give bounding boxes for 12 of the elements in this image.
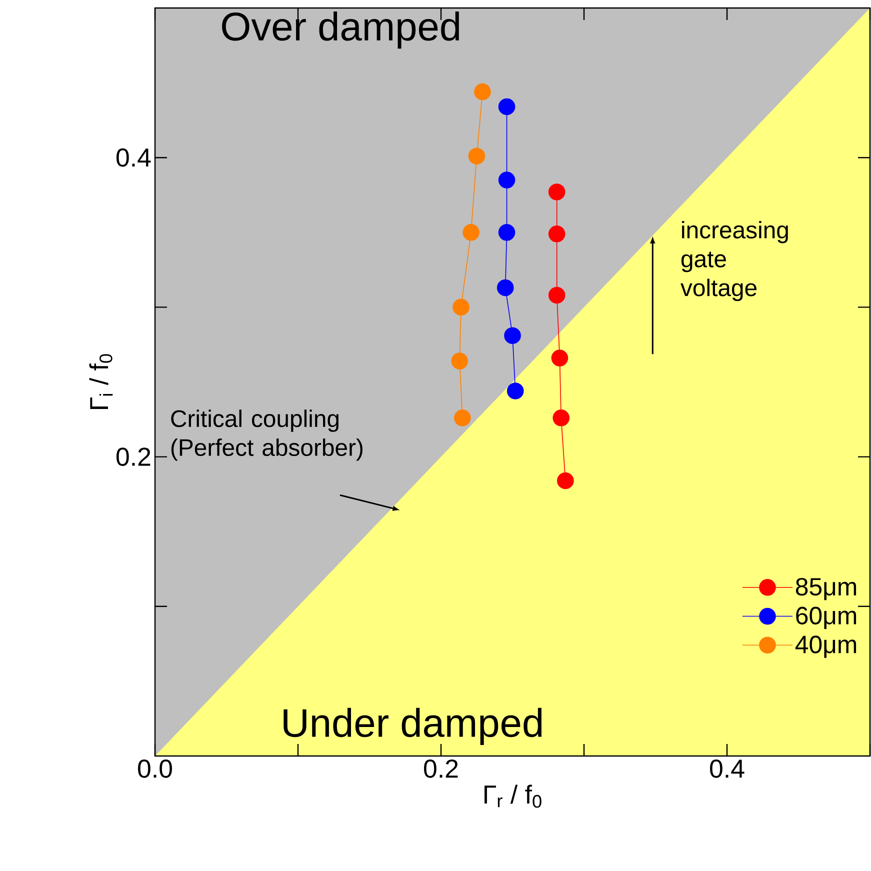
- annotation: Over damped: [222, 12, 459, 49]
- annotation: Under damped: [284, 708, 542, 745]
- x-tick-label: 0.2: [424, 760, 458, 778]
- legend-label: 85μm: [796, 578, 856, 600]
- y-axis-title: Γ$_{i}$ / f$_{0}$: [89, 354, 113, 409]
- annotation: increasing gate voltage: [680, 220, 788, 302]
- x-tick-label: 0.4: [710, 760, 744, 778]
- x-tick-label: 0.0: [138, 760, 172, 778]
- legend-label: 60μm: [796, 606, 856, 629]
- legend-label: 40μm: [795, 636, 856, 658]
- annotation: Critical coupling (Perfect absorber): [171, 410, 362, 461]
- x-axis-title: Γ$_{r}$ / f$_{0}$: [484, 784, 542, 808]
